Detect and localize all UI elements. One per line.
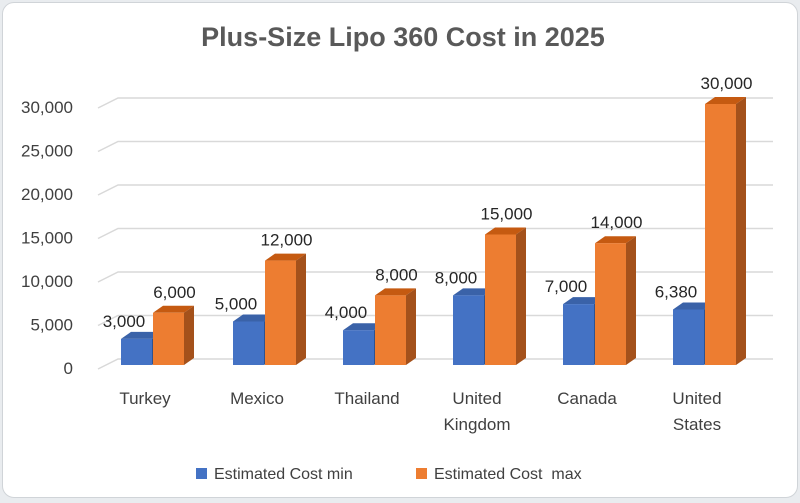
data-label-max: 6,000 [153,283,196,302]
chart-title: Plus-Size Lipo 360 Cost in 2025 [201,22,605,52]
legend-label: Estimated Cost min [214,466,353,483]
bar-min-top [343,323,384,331]
bar-max [485,234,516,365]
bar-chart: Plus-Size Lipo 360 Cost in 2025 0 5,000 10… [21,22,773,483]
data-label-min: 7,000 [545,277,588,296]
data-label-min: 4,000 [325,303,368,322]
data-label-max: 8,000 [375,265,418,284]
bar-max [705,104,736,365]
bar-max [265,260,296,365]
bar-min [233,321,264,365]
gridline [97,184,773,196]
bar-min-top [233,314,274,322]
gridline [97,227,773,240]
bar-min-top [673,302,714,310]
data-label-min: 8,000 [435,268,478,287]
data-label-min: 5,000 [215,295,258,314]
bar-max [153,312,184,365]
y-tick-label: 0 [64,359,73,378]
y-tick-label: 10,000 [21,272,73,291]
bar-max-top [705,97,746,104]
legend-label: Estimated Cost max [434,466,582,483]
bar-max [375,295,406,365]
bar-max-side [736,97,746,365]
gridline [97,97,773,109]
y-tick-label: 30,000 [21,98,73,117]
x-tick-label: United [452,389,501,408]
bar-max-top [375,288,416,296]
legend-swatch [416,468,427,479]
x-tick-label: Thailand [334,389,399,408]
bar-max [595,243,626,365]
bar-min-top [453,288,494,296]
y-tick-label: 5,000 [30,316,73,335]
gridline [97,271,773,283]
bar-max-top [153,305,194,313]
x-tick-label: Canada [557,389,617,408]
bar-min-top [563,297,604,305]
data-label-max: 14,000 [591,213,643,232]
x-tick-label: States [673,415,721,434]
bar-max-side [516,227,526,365]
bar-max-top [265,253,306,261]
bar-min [121,338,152,365]
x-tick-label: Mexico [230,389,284,408]
y-tick-label: 20,000 [21,185,73,204]
data-label-min: 3,000 [103,312,146,331]
gridline [97,140,773,153]
bar-min [673,309,704,365]
legend-swatch [196,468,207,479]
bar-max-side [184,305,194,365]
bar-max-top [595,236,636,244]
bar-min [343,330,374,365]
data-label-min: 6,380 [655,282,698,301]
x-tick-label: United [672,389,721,408]
gridline [97,358,773,370]
data-label-max: 15,000 [481,205,533,224]
y-tick-label: 25,000 [21,142,73,161]
bar-max-side [406,288,416,365]
gridline [97,314,773,327]
bar-min [563,304,594,365]
bar-min [453,295,484,365]
bar-max-side [296,253,306,365]
bar-max-top [485,227,526,235]
data-label-max: 30,000 [701,74,753,93]
y-tick-label: 15,000 [21,229,73,248]
bar-max-side [626,236,636,365]
x-tick-label: Kingdom [443,415,510,434]
data-label-max: 12,000 [261,231,313,250]
bar-min-top [121,331,162,339]
x-tick-label: Turkey [119,389,171,408]
